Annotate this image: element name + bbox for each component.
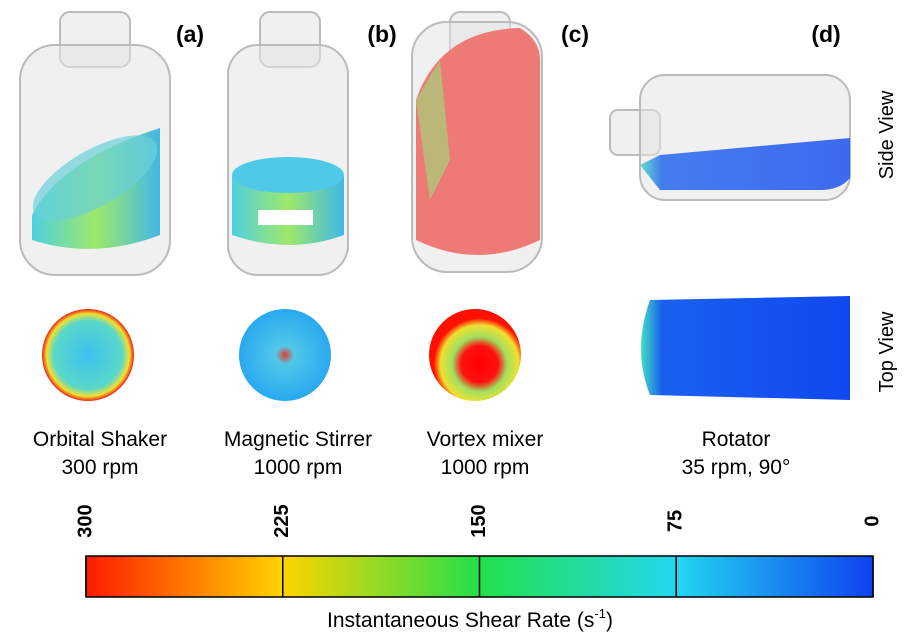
caption: 35 rpm, 90° [682,456,791,479]
view-label: Side View [876,90,898,179]
view-label: Top View [876,311,898,392]
panel-label: (b) [367,21,396,47]
panel-label: (c) [561,21,589,47]
colorbar-tick-label: 300 [74,504,96,537]
bottle-c [412,12,542,272]
colorbar: 300 225 150 75 0 [74,504,883,597]
panel-label: (d) [811,21,840,47]
bottle-d [610,75,850,200]
top-view-a [42,309,134,401]
label-text: Instantaneous Shear Rate (s [327,609,594,632]
caption: Rotator [702,428,771,451]
colorbar-tick-label: 150 [468,504,490,537]
page: (a) (b) (c) (d) Orbital Shaker 300 rpm M… [0,0,905,634]
bottle-b [228,12,348,275]
label-suffix: ) [606,609,613,632]
figure: (a) (b) (c) (d) Orbital Shaker 300 rpm M… [0,0,905,634]
bottle-a [20,12,170,275]
top-view-b [239,309,331,401]
top-view-d [641,296,850,400]
caption: Magnetic Stirrer [224,428,372,451]
colorbar-tick-label: 0 [861,515,883,526]
top-view-c [429,309,521,401]
caption: 300 rpm [61,456,138,479]
colorbar-tick-label: 225 [271,504,293,537]
panel-label: (a) [176,21,204,47]
label-superscript: -1 [594,606,606,621]
caption: Vortex mixer [427,428,544,451]
caption: 1000 rpm [441,456,530,479]
caption: 1000 rpm [254,456,343,479]
colorbar-tick-label: 75 [665,510,687,532]
caption: Orbital Shaker [33,428,167,451]
colorbar-label: Instantaneous Shear Rate (s-1) [327,606,613,632]
